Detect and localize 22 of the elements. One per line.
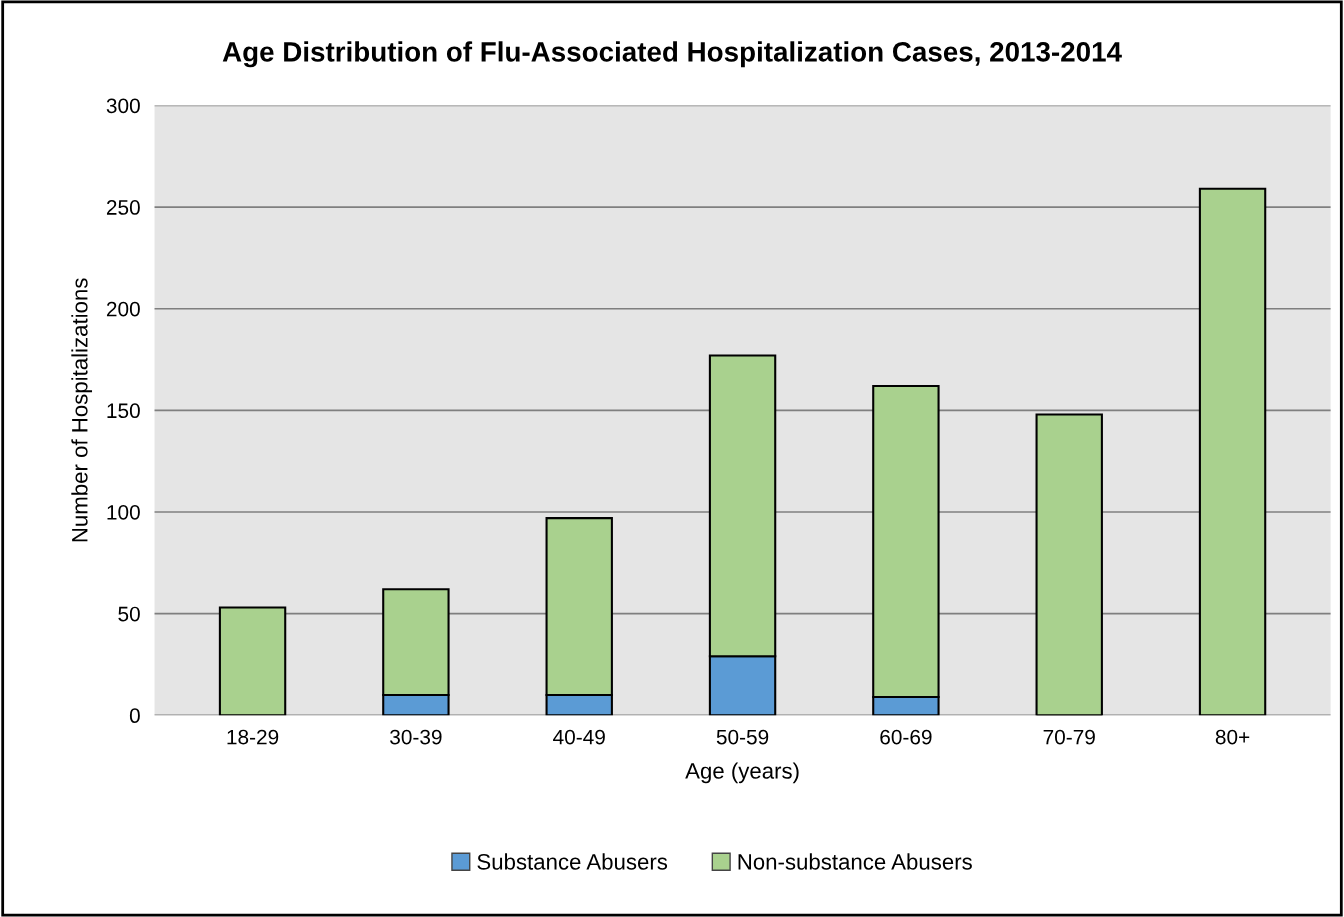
x-tick-label: 70-79	[1043, 729, 1095, 745]
x-tick-label: 50-59	[716, 729, 769, 745]
bar	[1035, 413, 1103, 716]
x-tick-label: 40-49	[553, 729, 605, 745]
y-tick-label: 100	[107, 504, 140, 520]
y-tick-label: 250	[106, 200, 140, 215]
bar	[218, 606, 287, 716]
y-tick-label: 150	[107, 403, 140, 419]
x-tick-label: 60-69	[880, 729, 932, 745]
y-tick-label: 50	[118, 606, 140, 622]
y-tick-label: 300	[106, 98, 140, 114]
y-tick-label: 0	[129, 708, 140, 724]
x-tick-label: 18-29	[227, 729, 279, 745]
bar	[1198, 187, 1267, 716]
legend-label: Non-substance Abusers	[738, 853, 972, 870]
y-tick-label: 200	[106, 301, 140, 317]
x-tick-label: 80+	[1215, 729, 1250, 745]
y-axis-title: Number of Hospitalizations	[71, 278, 93, 542]
x-axis-title: Age (years)	[685, 762, 799, 784]
legend-label: Substance Abusers	[477, 853, 668, 870]
x-tick-label: 30-39	[390, 729, 442, 745]
chart-title: Age Distribution of Flu-Associated Hospitalization Cases, 2013-2014	[222, 41, 1122, 68]
